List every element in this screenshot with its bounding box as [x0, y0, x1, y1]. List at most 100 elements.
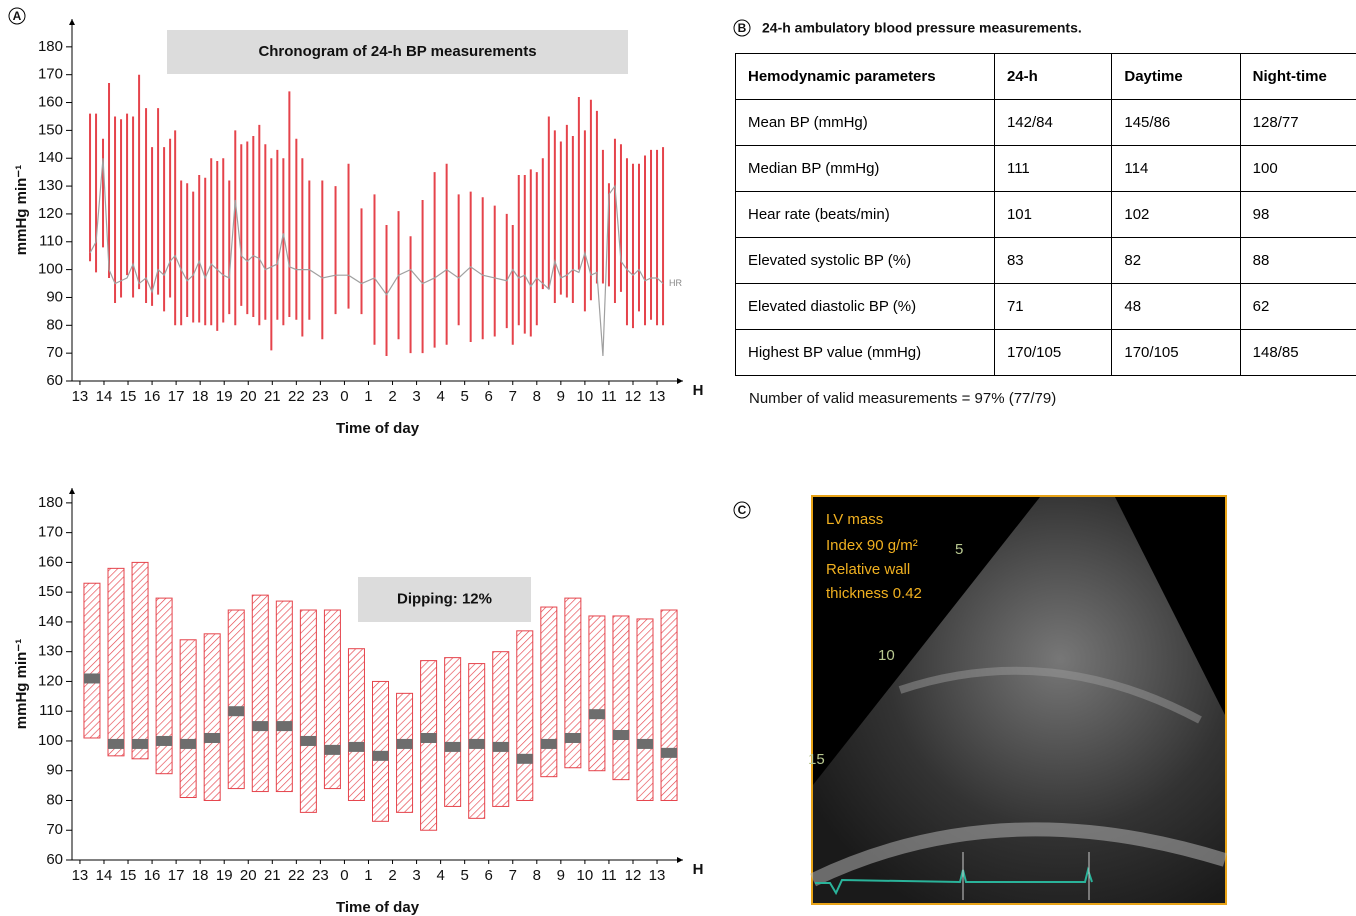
bp-mean: [132, 738, 149, 749]
bp-box: [540, 606, 558, 778]
x-tick-label: 15: [120, 867, 137, 884]
bp-box: [131, 561, 149, 760]
echo-annotation: Index 90 g/m²: [826, 537, 918, 554]
table-cell: Median BP (mmHg): [735, 145, 995, 192]
table-cell: 83: [993, 237, 1113, 284]
table-cell: 142/84: [993, 99, 1113, 146]
y-tick-label: 160: [38, 94, 63, 111]
table-footnote: Number of valid measurements = 97% (77/7…: [749, 390, 1056, 407]
x-tick-label: 0: [340, 867, 348, 884]
x-tick-label: 6: [485, 867, 493, 884]
bp-box: [612, 615, 630, 781]
x-tick-label: 10: [577, 867, 594, 884]
x-tick-label: 1: [364, 388, 372, 405]
x-tick-label: 6: [485, 388, 493, 405]
echo-sector: [813, 497, 1225, 903]
table-cell: 88: [1239, 237, 1356, 284]
x-tick-label: 12: [625, 867, 642, 884]
table-cell: 111: [993, 145, 1113, 192]
panel-label: A: [13, 9, 22, 23]
echo-annotation: LV mass: [826, 511, 883, 528]
y-axis-label: mmHg min⁻¹: [13, 165, 30, 255]
x-tick-label: 23: [312, 388, 329, 405]
table-cell: Elevated systolic BP (%): [735, 237, 995, 284]
depth-mark: 5: [955, 541, 963, 558]
x-tick-label: 3: [412, 388, 420, 405]
bp-mean: [108, 738, 125, 749]
depth-mark: 10: [878, 647, 895, 664]
panel-label-circle: [733, 501, 751, 519]
table-cell: 145/86: [1111, 99, 1241, 146]
bp-mean: [396, 738, 413, 749]
table-cell: Hear rate (beats/min): [735, 191, 995, 238]
y-tick-label: 80: [46, 316, 63, 333]
chart-title: Chronogram of 24-h BP measurements: [258, 43, 536, 60]
axis-arrow: [69, 19, 75, 25]
bp-mean: [276, 721, 293, 732]
x-tick-label: 21: [264, 388, 281, 405]
table-header-cell: Daytime: [1111, 53, 1241, 100]
y-tick-label: 140: [38, 613, 63, 630]
y-tick-label: 100: [38, 261, 63, 278]
bp-mean: [612, 730, 629, 741]
y-tick-label: 140: [38, 149, 63, 166]
y-tick-label: 130: [38, 643, 63, 660]
annotation-box: [358, 577, 531, 622]
bp-mean: [252, 721, 269, 732]
bp-box: [444, 657, 462, 807]
x-tick-label: 16: [144, 388, 161, 405]
y-tick-label: 170: [38, 524, 63, 541]
y-axis-label: mmHg min⁻¹: [13, 639, 30, 729]
y-tick-label: 70: [46, 821, 63, 838]
x-tick-label: 13: [72, 867, 89, 884]
x-tick-label: 4: [436, 388, 444, 405]
axis-arrow: [677, 378, 683, 384]
x-tick-label: 22: [288, 867, 305, 884]
y-tick-label: 90: [46, 762, 63, 779]
bp-mean: [372, 750, 389, 761]
bp-box: [227, 609, 245, 790]
table-row: Elevated diastolic BP (%) 71 48 62: [735, 283, 1356, 330]
x-tick-label: 18: [192, 388, 209, 405]
y-tick-label: 60: [46, 372, 63, 389]
table-row: Hear rate (beats/min) 101 102 98: [735, 191, 1356, 238]
title-box: [167, 30, 628, 74]
x-tick-label: 8: [533, 867, 541, 884]
x-tick-label: 8: [533, 388, 541, 405]
y-tick-label: 150: [38, 121, 63, 138]
table-row: Highest BP value (mmHg) 170/105 170/105 148…: [735, 329, 1356, 376]
table-row: Hemodynamic parameters 24-h Daytime Night-t…: [735, 53, 1356, 100]
y-tick-label: 80: [46, 791, 63, 808]
bp-box: [636, 618, 654, 801]
x-tick-label: 17: [168, 388, 185, 405]
table-cell: 48: [1111, 283, 1241, 330]
bp-mean: [444, 741, 461, 752]
x-tick-label: 13: [649, 867, 666, 884]
x-tick-label: 22: [288, 388, 305, 405]
table-cell: 102: [1111, 191, 1241, 238]
bp-box: [83, 582, 101, 739]
x-tick-label: 7: [509, 867, 517, 884]
bp-mean: [637, 738, 654, 749]
echo-wall: [809, 822, 1228, 887]
bp-box: [347, 648, 365, 801]
bp-box: [275, 600, 293, 793]
table-cell: 62: [1239, 283, 1356, 330]
hr-line: [89, 158, 664, 356]
x-tick-label: 21: [264, 867, 281, 884]
y-tick-label: 130: [38, 177, 63, 194]
echo-annotation: thickness 0.42: [826, 585, 922, 602]
x-tick-label: 13: [72, 388, 89, 405]
bp-box: [588, 615, 606, 772]
table-cell: 170/105: [993, 329, 1113, 376]
x-tick-label: 18: [192, 867, 209, 884]
table-cell: 98: [1239, 191, 1356, 238]
axis-arrow: [677, 857, 683, 863]
y-tick-label: 180: [38, 38, 63, 55]
bp-mean: [324, 744, 341, 755]
bp-mean: [228, 706, 245, 717]
ecg-trace: [815, 866, 1093, 896]
bp-box: [660, 609, 678, 801]
y-tick-label: 90: [46, 288, 63, 305]
